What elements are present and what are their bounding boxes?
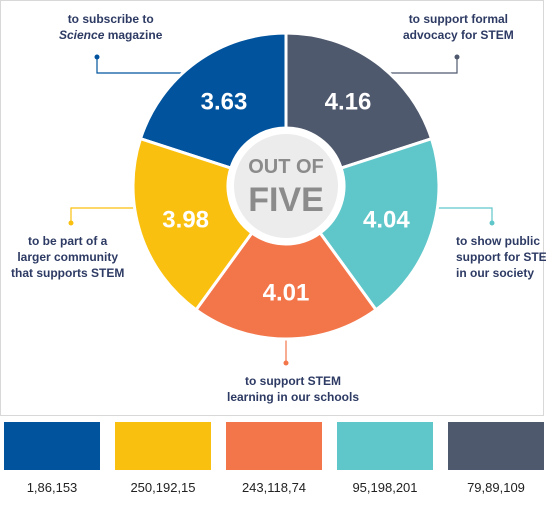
legend-item: 250,192,15 <box>115 422 211 495</box>
leader-dot-advocacy <box>454 54 460 60</box>
leader-dot-community <box>68 220 74 226</box>
legend-label: 95,198,201 <box>352 480 418 495</box>
callout-advocacy: to support formal advocacy for STEM <box>403 12 514 42</box>
legend-item: 243,118,74 <box>226 422 322 495</box>
legend-swatch <box>226 422 322 470</box>
legend-swatch <box>448 422 544 470</box>
leader-line-public-support <box>437 207 493 223</box>
leader-line-community <box>70 207 134 223</box>
leader-dot-public-support <box>489 220 495 226</box>
chart-frame: OUT OF FIVE 3.63 4.16 4.04 4.01 3.98 to subs… <box>0 0 546 416</box>
center-disc <box>234 134 338 238</box>
leader-line-advocacy <box>379 57 458 74</box>
leader-dot-schools <box>283 360 289 366</box>
value-label-schools: 4.01 <box>263 280 310 307</box>
legend-item: 1,86,153 <box>4 422 100 495</box>
legend-item: 95,198,201 <box>337 422 433 495</box>
legend-swatch <box>337 422 433 470</box>
value-label-subscribe: 3.63 <box>201 89 248 116</box>
center-label-out-of: OUT OF <box>248 156 324 178</box>
leader-line-subscribe <box>96 57 191 74</box>
color-legend: 1,86,153 250,192,15 243,118,74 95,198,201 79… <box>0 422 546 506</box>
value-label-advocacy: 4.16 <box>325 89 372 116</box>
legend-label: 250,192,15 <box>130 480 196 495</box>
value-label-community: 3.98 <box>162 207 209 234</box>
legend-item: 79,89,109 <box>448 422 544 495</box>
callout-community: to be part of a larger community that su… <box>11 234 125 280</box>
callout-subscribe: to subscribe to Science magazine <box>59 12 163 42</box>
callout-public-support: to show public support for STEM in our s… <box>456 234 546 280</box>
value-label-public-support: 4.04 <box>363 207 410 234</box>
legend-label: 79,89,109 <box>467 480 525 495</box>
donut-chart: OUT OF FIVE 3.63 4.16 4.04 4.01 3.98 <box>68 31 495 366</box>
legend-label: 1,86,153 <box>26 480 78 495</box>
center-label-five: FIVE <box>248 181 324 219</box>
callout-schools: to support STEM learning in our schools <box>227 374 360 404</box>
leader-dot-subscribe <box>94 54 100 60</box>
legend-swatch <box>115 422 211 470</box>
legend-swatch <box>4 422 100 470</box>
legend-label: 243,118,74 <box>241 480 307 495</box>
